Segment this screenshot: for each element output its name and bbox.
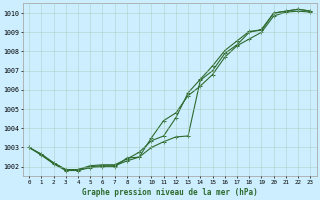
X-axis label: Graphe pression niveau de la mer (hPa): Graphe pression niveau de la mer (hPa) xyxy=(82,188,258,197)
